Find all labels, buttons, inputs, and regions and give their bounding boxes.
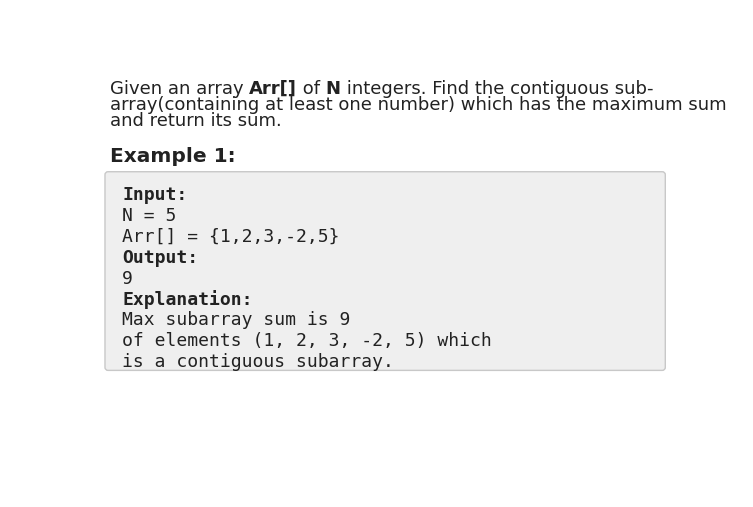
Text: Example 1:: Example 1:: [110, 147, 235, 166]
Text: Given an array: Given an array: [110, 80, 249, 98]
FancyBboxPatch shape: [105, 172, 666, 371]
Text: Explanation:: Explanation:: [122, 291, 252, 309]
Text: Input:: Input:: [122, 187, 187, 204]
Text: Output:: Output:: [122, 249, 198, 267]
Text: N = 5: N = 5: [122, 207, 176, 225]
Text: Max subarray sum is 9: Max subarray sum is 9: [122, 311, 350, 329]
Text: of elements (1, 2, 3, -2, 5) which: of elements (1, 2, 3, -2, 5) which: [122, 332, 492, 350]
Text: of: of: [297, 80, 325, 98]
Text: Arr[] = {1,2,3,-2,5}: Arr[] = {1,2,3,-2,5}: [122, 228, 340, 246]
Text: array(containing at least one number) which has the maximum sum: array(containing at least one number) wh…: [110, 96, 726, 114]
Text: 9: 9: [122, 270, 133, 287]
Text: Arr[]: Arr[]: [249, 80, 297, 98]
Text: integers. Find the contiguous sub-: integers. Find the contiguous sub-: [340, 80, 653, 98]
Text: is a contiguous subarray.: is a contiguous subarray.: [122, 353, 394, 371]
Text: and return its sum.: and return its sum.: [110, 113, 282, 130]
Text: N: N: [325, 80, 340, 98]
